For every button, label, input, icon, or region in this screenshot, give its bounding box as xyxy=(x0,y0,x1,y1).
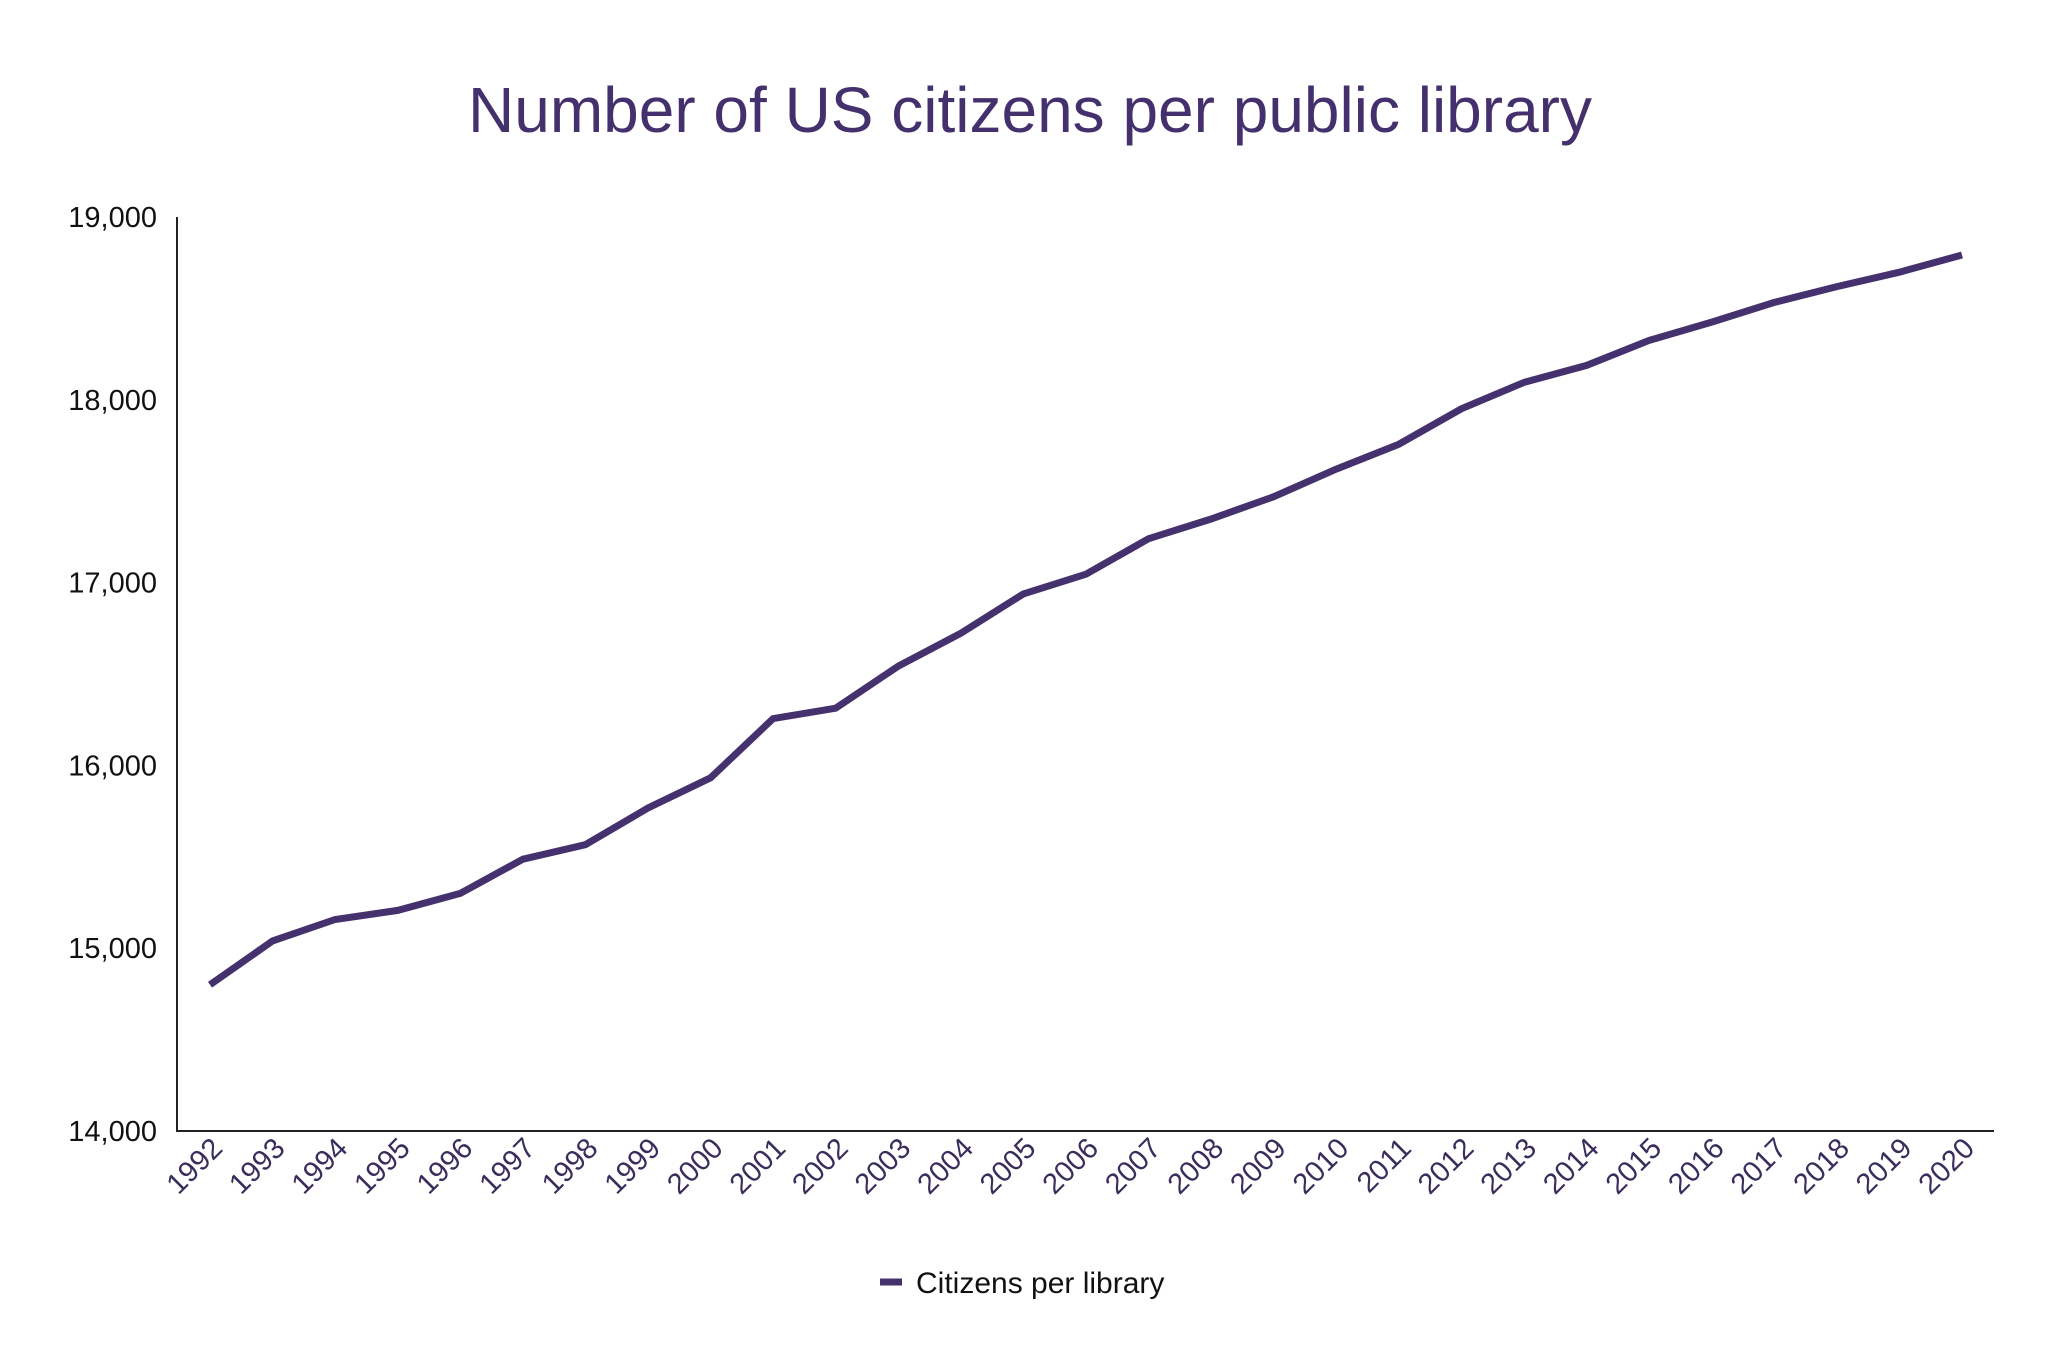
x-tick-label: 1998 xyxy=(536,1132,604,1200)
x-tick-label: 2001 xyxy=(724,1132,792,1200)
x-tick-label: 2008 xyxy=(1162,1132,1230,1200)
x-tick-label: 2013 xyxy=(1475,1132,1543,1200)
x-tick-label: 2012 xyxy=(1412,1132,1480,1200)
x-tick-label: 2000 xyxy=(661,1132,729,1200)
legend-label: Citizens per library xyxy=(916,1267,1164,1300)
y-tick-label: 14,000 xyxy=(68,1116,157,1148)
x-tick-label: 2014 xyxy=(1537,1132,1605,1200)
x-tick-label: 1994 xyxy=(286,1132,354,1200)
x-tick-label: 2019 xyxy=(1850,1132,1918,1200)
x-tick-label: 2011 xyxy=(1351,1132,1418,1199)
y-tick-label: 16,000 xyxy=(68,750,157,782)
x-tick-label: 2015 xyxy=(1600,1132,1668,1200)
x-tick-label: 2018 xyxy=(1788,1132,1856,1200)
x-tick-label: 1996 xyxy=(411,1132,479,1200)
series-line-citizens-per-library xyxy=(207,251,1963,988)
y-tick-label: 18,000 xyxy=(68,385,157,417)
y-tick-label: 19,000 xyxy=(68,202,157,234)
chart-title: Number of US citizens per public library xyxy=(468,74,1592,146)
x-tick-label: 2017 xyxy=(1725,1132,1793,1200)
x-tick-label: 2004 xyxy=(912,1132,980,1200)
x-tick-label: 2002 xyxy=(786,1132,854,1200)
x-tick-label: 2007 xyxy=(1099,1132,1167,1200)
y-tick-label: 15,000 xyxy=(68,933,157,965)
y-tick-label: 17,000 xyxy=(68,568,157,600)
x-tick-label: 2006 xyxy=(1037,1132,1105,1200)
x-tick-label: 2010 xyxy=(1287,1132,1355,1200)
x-tick-label: 1993 xyxy=(223,1132,291,1200)
x-tick-label: 2016 xyxy=(1662,1132,1730,1200)
legend: Citizens per library xyxy=(880,1267,1164,1300)
x-tick-label: 2003 xyxy=(849,1132,917,1200)
x-tick-label: 1995 xyxy=(348,1132,416,1200)
x-tick-label: 2005 xyxy=(974,1132,1042,1200)
x-tick-label: 1997 xyxy=(474,1132,542,1200)
x-tick-label: 2020 xyxy=(1913,1132,1981,1200)
x-tick-label: 1999 xyxy=(599,1132,667,1200)
x-tick-label: 1992 xyxy=(161,1132,229,1200)
x-tick-label: 2009 xyxy=(1224,1132,1292,1200)
